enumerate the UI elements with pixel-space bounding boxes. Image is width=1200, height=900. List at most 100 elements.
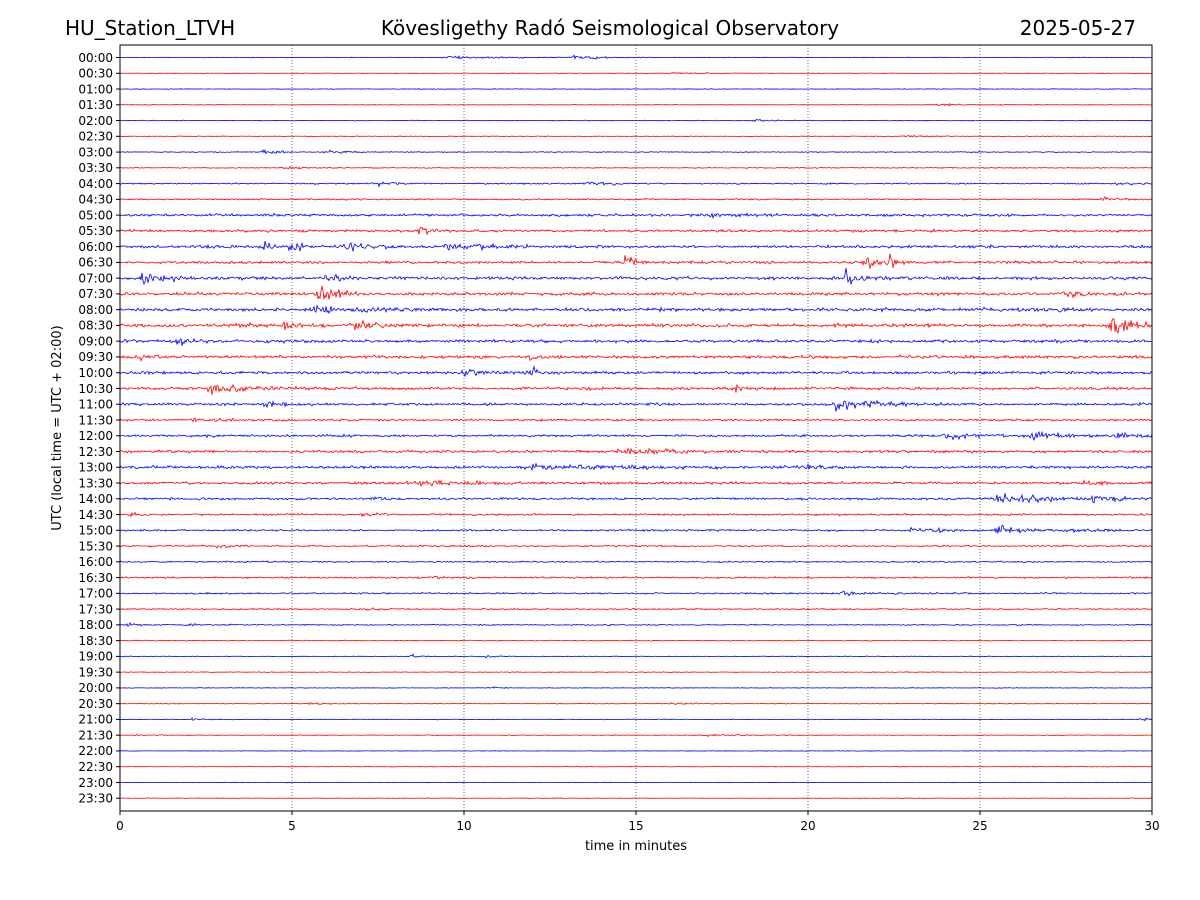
trace-line: [119, 462, 1153, 472]
trace-time-label: 03:30: [78, 161, 113, 175]
trace-line: [119, 285, 1153, 300]
trace-line: [119, 102, 1153, 107]
trace-time-label: 08:00: [78, 303, 113, 317]
trace-line: [119, 88, 1153, 90]
trace-line: [119, 181, 1153, 188]
trace-line: [119, 430, 1153, 441]
trace-time-label: 10:30: [78, 382, 113, 396]
trace-time-label: 17:30: [78, 602, 113, 616]
trace-line: [119, 417, 1153, 423]
trace-time-label: 16:00: [78, 555, 113, 569]
trace-time-label: 04:00: [78, 177, 113, 191]
trace-line: [119, 240, 1153, 252]
x-tick-label: 5: [288, 819, 296, 833]
trace-time-label: 19:00: [78, 650, 113, 664]
trace-time-label: 10:00: [78, 366, 113, 380]
trace-line: [119, 493, 1153, 504]
trace-time-label: 05:30: [78, 224, 113, 238]
y-axis-label: UTC (local time = UTC + 02:00): [50, 325, 65, 530]
trace-line: [119, 71, 1153, 75]
x-tick-label: 15: [628, 819, 643, 833]
trace-time-label: 13:00: [78, 461, 113, 475]
trace-line: [119, 639, 1153, 642]
trace-line: [119, 750, 1153, 752]
trace-line: [119, 560, 1153, 564]
trace-time-label: 13:30: [78, 476, 113, 490]
trace-line: [119, 212, 1153, 220]
trace-time-label: 08:30: [78, 319, 113, 333]
trace-time-label: 01:30: [78, 98, 113, 112]
trace-line: [119, 226, 1153, 235]
x-axis-ticks: 0 5 10 15 20 25 30: [116, 811, 1160, 833]
x-tick-label: 30: [1144, 819, 1159, 833]
trace-time-label: 00:30: [78, 67, 113, 81]
trace-time-label: 20:00: [78, 681, 113, 695]
trace-time-label: 12:30: [78, 445, 113, 459]
trace-time-label: 06:00: [78, 240, 113, 254]
trace-time-label: 11:30: [78, 413, 113, 427]
trace-line: [119, 590, 1153, 597]
trace-line: [119, 148, 1153, 155]
station-title: HU_Station_LTVH: [65, 16, 235, 40]
vertical-gridlines: [291, 45, 981, 811]
trace-line: [119, 797, 1153, 800]
trace-line: [119, 318, 1153, 334]
trace-time-label: 07:00: [78, 271, 113, 285]
trace-line: [119, 195, 1153, 202]
trace-line: [119, 781, 1153, 784]
trace-line: [119, 165, 1153, 170]
trace-line: [119, 733, 1153, 738]
trace-line: [119, 364, 1153, 378]
trace-time-label: 16:30: [78, 571, 113, 585]
trace-time-label: 18:00: [78, 618, 113, 632]
trace-time-label: 09:00: [78, 334, 113, 348]
trace-line: [119, 765, 1153, 768]
trace-time-label: 01:00: [78, 82, 113, 96]
trace-time-label: 19:30: [78, 665, 113, 679]
observatory-title: Kövesligethy Radó Seismological Observat…: [381, 16, 839, 40]
trace-line: [119, 54, 1153, 60]
trace-time-label: 15:00: [78, 524, 113, 538]
trace-line: [119, 686, 1153, 689]
trace-time-label: 12:00: [78, 429, 113, 443]
trace-time-label: 02:30: [78, 130, 113, 144]
trace-line: [119, 337, 1153, 346]
trace-time-label: 17:00: [78, 587, 113, 601]
trace-time-label: 02:00: [78, 114, 113, 128]
trace-time-label: 06:30: [78, 256, 113, 270]
trace-line: [119, 544, 1153, 549]
trace-time-label: 09:30: [78, 350, 113, 364]
trace-line: [119, 607, 1153, 611]
trace-line: [119, 353, 1153, 362]
x-tick-label: 10: [456, 819, 471, 833]
x-axis-label: time in minutes: [585, 839, 687, 854]
trace-line: [119, 383, 1153, 395]
trace-time-label: 04:30: [78, 193, 113, 207]
trace-time-label: 11:00: [78, 398, 113, 412]
trace-line: [119, 524, 1153, 534]
trace-time-label: 23:00: [78, 776, 113, 790]
date-title: 2025-05-27: [1020, 16, 1136, 40]
trace-line: [119, 575, 1153, 580]
trace-line: [119, 479, 1153, 487]
trace-line: [119, 653, 1153, 659]
trace-time-label: 15:30: [78, 539, 113, 553]
x-tick-label: 25: [972, 819, 987, 833]
x-tick-label: 0: [116, 819, 124, 833]
trace-time-label: 21:00: [78, 713, 113, 727]
trace-time-label: 14:30: [78, 508, 113, 522]
trace-line: [119, 118, 1153, 123]
trace-time-label: 14:00: [78, 492, 113, 506]
trace-time-label: 21:30: [78, 728, 113, 742]
seismic-traces: [119, 54, 1153, 800]
trace-line: [119, 134, 1153, 138]
trace-line: [119, 717, 1153, 722]
trace-time-label: 18:30: [78, 634, 113, 648]
trace-line: [119, 621, 1153, 628]
trace-line: [119, 447, 1153, 456]
trace-line: [119, 671, 1153, 674]
trace-time-label: 05:00: [78, 208, 113, 222]
